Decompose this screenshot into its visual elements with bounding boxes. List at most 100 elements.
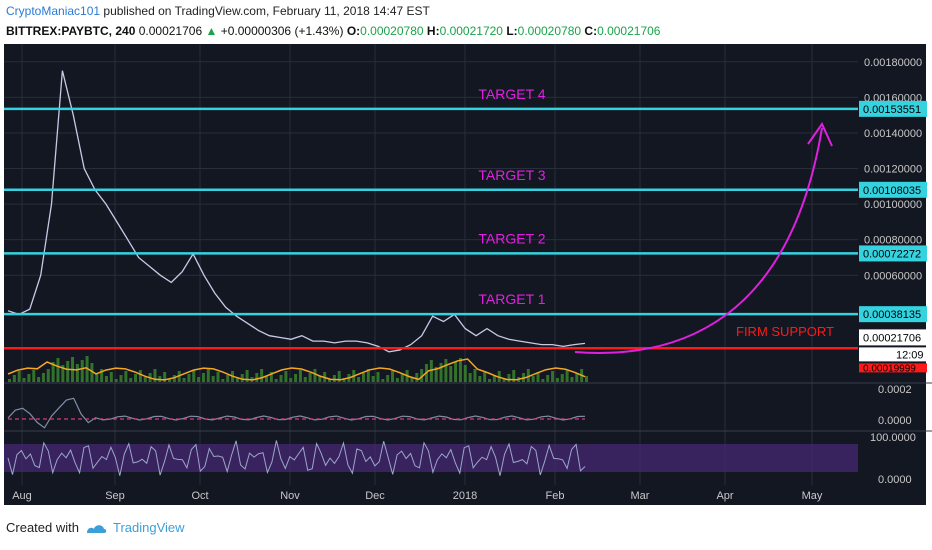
x-tick-label: Feb [546, 490, 565, 502]
volume-bar [274, 379, 278, 382]
volume-bar [95, 373, 99, 382]
volume-bar [391, 371, 395, 382]
high-label: H: [426, 24, 440, 38]
volume-bar [439, 363, 443, 382]
target-label: TARGET 4 [478, 86, 545, 102]
open-value: 0.00020780 [360, 24, 424, 38]
volume-bar [488, 379, 492, 382]
volume-bar [449, 366, 453, 382]
volume-bar [245, 370, 249, 382]
volume-bar [444, 359, 448, 382]
time-axis-background [4, 485, 858, 505]
x-tick-label: Oct [191, 490, 208, 502]
price-axis-background [858, 44, 926, 505]
low-label: L: [506, 24, 518, 38]
volume-bar [197, 377, 201, 382]
volume-bar [206, 369, 210, 382]
volume-bar [565, 370, 569, 382]
x-tick-label: Sep [105, 490, 125, 502]
price-tag-box [859, 306, 927, 323]
symbol-bar: BITTREX:PAYBTC, 240 0.00021706 ▲ +0.0000… [6, 24, 660, 38]
volume-bar [109, 372, 113, 382]
volume-bar [420, 369, 424, 382]
stoch-axis-label: 0.0000 [878, 474, 912, 486]
volume-bar [478, 376, 482, 382]
volume-bar [41, 373, 45, 382]
volume-bar [575, 373, 579, 382]
last-price: 0.00021706 [138, 24, 203, 38]
low-value: 0.00020780 [517, 24, 582, 38]
volume-bar [526, 369, 530, 382]
x-tick-label: Nov [280, 490, 300, 502]
price-tag-box [859, 181, 927, 198]
volume-bar [279, 375, 283, 382]
x-tick-label: May [802, 490, 823, 502]
up-arrow-icon: ▲ [205, 24, 218, 38]
volume-bar [458, 358, 462, 382]
tradingview-brand[interactable]: TradingView [112, 520, 185, 535]
oscillator-line [7, 397, 586, 429]
volume-bar [381, 379, 385, 382]
volume-bar [541, 379, 545, 382]
volume-bar [143, 377, 147, 382]
y-tick-label: 0.00060000 [864, 270, 922, 282]
volume-bar [366, 369, 370, 382]
volume-bar [22, 378, 26, 382]
volume-bar [264, 376, 268, 382]
price-change: +0.00000306 (+1.43%) [220, 24, 344, 38]
target-label: TARGET 2 [478, 230, 545, 246]
volume-bar [51, 362, 55, 382]
author-link[interactable]: CryptoManiac101 [6, 4, 101, 18]
y-tick-label: 0.00100000 [864, 199, 922, 211]
volume-bar [27, 374, 31, 382]
low-tag: 0.00019999 [863, 363, 916, 374]
volume-bar [546, 375, 550, 382]
volume-bar [328, 379, 332, 382]
x-tick-label: Mar [631, 490, 650, 502]
volume-bar [75, 364, 79, 382]
last-price-tag-box [859, 329, 927, 346]
volume-bar [221, 379, 225, 382]
price-chart[interactable]: 0.001800000.001600000.001400000.00120000… [0, 0, 932, 510]
high-value: 0.00021720 [439, 24, 503, 38]
price-tag-text: 0.00108035 [863, 185, 921, 197]
volume-bar [114, 379, 118, 382]
volume-bar [483, 372, 487, 382]
footer: Created with TradingView [6, 520, 185, 535]
volume-bar [429, 360, 433, 382]
projection-arrow [574, 127, 823, 354]
volume-bar [211, 376, 215, 382]
volume-bar [463, 365, 467, 382]
volume-bar [512, 370, 516, 382]
arrow-head-icon [807, 121, 833, 147]
stochastic-line [7, 440, 586, 476]
x-tick-label: Apr [716, 490, 733, 502]
volume-bar [269, 372, 273, 382]
volume-bar [395, 378, 399, 382]
volume-bar [298, 370, 302, 382]
volume-bar [226, 375, 230, 382]
volume-bar [187, 374, 191, 382]
volume-bar [473, 369, 477, 382]
countdown-tag: 12:09 [896, 349, 924, 361]
price-tag-box [859, 100, 927, 117]
volume-bar [371, 376, 375, 382]
volume-bar [332, 375, 336, 382]
created-with-text: Created with [6, 520, 79, 535]
target-label: TARGET 3 [478, 167, 545, 183]
volume-bar [119, 375, 123, 382]
volume-bar [255, 373, 259, 382]
volume-bar [46, 369, 50, 382]
volume-bar [357, 377, 361, 382]
price-tag-text: 0.00072272 [863, 248, 921, 260]
volume-bar [585, 376, 588, 382]
volume-bar [17, 371, 21, 382]
volume-bar [318, 376, 322, 382]
x-tick-label: Dec [365, 490, 385, 502]
volume-bar [492, 375, 496, 382]
volume-bar [560, 374, 564, 382]
y-tick-label: 0.00120000 [864, 164, 922, 176]
close-label: C: [584, 24, 598, 38]
volume-bar [100, 369, 104, 382]
last-price-tag: 0.00021706 [863, 332, 921, 344]
